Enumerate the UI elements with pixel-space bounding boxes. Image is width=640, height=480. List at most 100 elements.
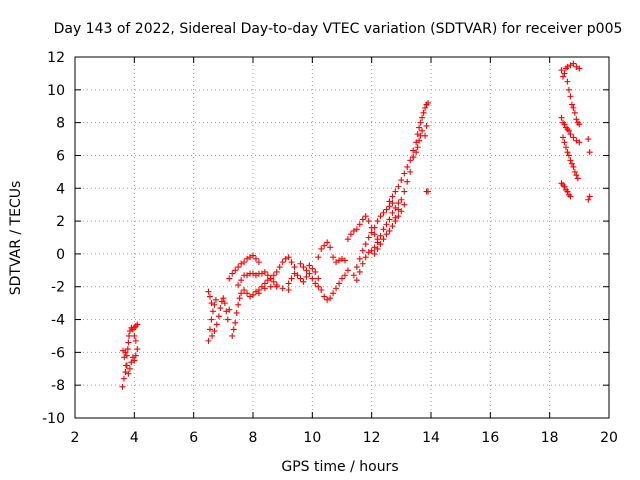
data-point (303, 267, 310, 274)
data-point (565, 86, 572, 93)
data-point (131, 332, 138, 339)
data-point (371, 224, 378, 231)
data-point (119, 383, 126, 390)
data-point (404, 163, 411, 170)
data-point (359, 216, 366, 223)
data-point (419, 127, 426, 134)
data-point (383, 231, 390, 238)
data-point (241, 259, 248, 266)
data-point (250, 252, 256, 259)
data-point (353, 277, 360, 284)
data-point (224, 316, 231, 323)
data-point (273, 268, 280, 275)
data-point (356, 268, 363, 275)
data-point (365, 218, 372, 225)
data-point (125, 339, 132, 346)
data-point (368, 229, 375, 236)
data-point (353, 264, 360, 271)
data-points (119, 60, 593, 390)
data-point (321, 293, 328, 300)
data-point (318, 245, 325, 252)
data-point (209, 332, 216, 339)
data-point (374, 218, 381, 225)
x-tick-label: 18 (541, 430, 559, 446)
axis-ticks: 2 4 6 8 10 12 14 16 18 20 -10 -8 -6 -4 -2 0 2 4 6 8 10 12 (42, 50, 618, 446)
data-point (276, 264, 283, 271)
data-point (208, 316, 215, 323)
data-point (226, 306, 233, 313)
data-point (255, 259, 262, 266)
data-point (211, 328, 218, 335)
data-point (205, 288, 212, 295)
data-point (564, 78, 571, 85)
data-point (229, 332, 236, 339)
data-point (558, 67, 565, 74)
data-point (413, 149, 420, 156)
data-point (356, 255, 363, 262)
y-axis-label: SDTVAR / TECUs (8, 181, 24, 296)
data-point (261, 268, 268, 275)
y-tick-label: -6 (51, 345, 65, 361)
data-point (120, 375, 127, 382)
data-point (353, 226, 360, 233)
data-point (561, 121, 568, 128)
x-tick-label: 12 (363, 430, 381, 446)
x-tick-label: 20 (600, 430, 618, 446)
data-point (401, 201, 408, 208)
data-point (327, 295, 334, 302)
data-point (300, 278, 307, 285)
data-point (123, 362, 130, 369)
data-point (350, 272, 357, 279)
data-point (217, 305, 224, 312)
data-point (561, 139, 568, 146)
data-point (279, 285, 286, 292)
data-point (425, 99, 432, 106)
data-point (125, 332, 132, 339)
data-point (568, 101, 575, 108)
data-point (565, 152, 572, 159)
data-point (229, 270, 236, 277)
data-point (288, 275, 295, 282)
data-point (423, 122, 430, 129)
data-point (339, 275, 345, 282)
data-point (236, 295, 243, 302)
data-point (267, 275, 274, 282)
data-point (362, 241, 369, 248)
data-point (571, 109, 578, 116)
data-point (407, 157, 414, 164)
data-point (564, 188, 571, 195)
data-point (238, 277, 245, 284)
data-point (241, 287, 248, 294)
data-point (561, 183, 568, 190)
data-point (250, 291, 256, 298)
data-point (285, 280, 292, 287)
x-tick-label: 14 (422, 430, 440, 446)
data-point (558, 114, 565, 121)
y-tick-label: -10 (42, 411, 65, 427)
data-point (365, 234, 372, 241)
data-point (205, 337, 212, 344)
data-point (235, 282, 242, 289)
data-point (297, 260, 304, 267)
data-point (215, 313, 222, 320)
x-tick-label: 16 (481, 430, 499, 446)
data-point (567, 157, 574, 164)
data-point (270, 278, 277, 285)
data-point (270, 272, 277, 279)
data-point (564, 149, 571, 156)
data-point (389, 193, 396, 200)
data-point (571, 168, 578, 175)
y-tick-label: -8 (51, 378, 65, 394)
data-point (380, 226, 387, 233)
data-point (124, 346, 131, 353)
data-point (561, 70, 568, 77)
data-point (315, 283, 322, 290)
data-point (419, 114, 426, 121)
data-point (279, 259, 286, 266)
data-point (125, 370, 132, 377)
y-tick-label: 6 (56, 148, 65, 164)
data-point (341, 257, 348, 264)
data-point (285, 254, 292, 261)
data-point (576, 139, 583, 146)
